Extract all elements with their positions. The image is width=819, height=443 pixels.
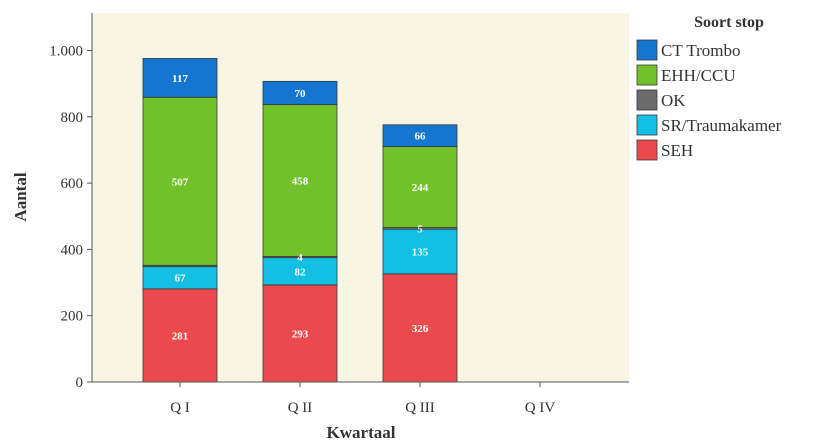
legend-item-label: CT Trombo (661, 41, 741, 60)
y-tick-label: 600 (61, 176, 84, 192)
y-axis-title: Aantal (11, 172, 30, 221)
y-axis-ticks: 0 200 400 600 800 1.000 (49, 44, 92, 391)
y-tick-label: 0 (76, 375, 84, 391)
bar-value-label: 244 (412, 182, 429, 194)
bar-value-label: 5 (417, 223, 423, 235)
legend-swatch (636, 114, 658, 136)
bar-segment (142, 288, 218, 383)
legend-swatch (636, 139, 658, 161)
legend-title: Soort stop (694, 14, 764, 31)
x-tick-label: Q IV (525, 400, 556, 416)
bar-value-label: 135 (412, 247, 429, 259)
bar-segment (382, 228, 458, 275)
data-labels-layer: 281 67 507 117 293 82 4 458 70 326 135 5 244 66 (172, 73, 429, 343)
x-axis-title: Kwartaal (327, 423, 396, 442)
legend-item-label: EHH/CCU (661, 66, 736, 85)
bar-segment (382, 273, 458, 383)
bar-value-label: 326 (412, 323, 429, 335)
bar-value-label: 70 (295, 88, 307, 100)
legend-swatch (636, 89, 658, 111)
x-tick-label: Q III (405, 400, 435, 416)
bar-value-label: 458 (292, 175, 309, 187)
bars-layer (142, 58, 458, 383)
x-axis-ticks: Q I Q II Q III Q IV (170, 382, 555, 416)
bar-value-label: 507 (172, 176, 189, 188)
x-tick-label: Q II (288, 400, 313, 416)
bar-value-label: 82 (295, 266, 307, 278)
bar-value-label: 4 (297, 252, 303, 264)
y-tick-label: 800 (61, 110, 84, 126)
bar-segment (262, 104, 338, 257)
legend-item-label: OK (661, 91, 686, 110)
bar-segment (382, 124, 458, 148)
legend-swatch (636, 64, 658, 86)
y-tick-label: 400 (61, 242, 84, 258)
bar-value-label: 67 (175, 273, 187, 285)
bar-value-label: 66 (415, 131, 427, 143)
y-tick-label: 1.000 (49, 44, 83, 60)
legend-swatch (636, 39, 658, 61)
bar-value-label: 293 (292, 328, 309, 340)
bar-segment (142, 96, 218, 266)
bar-value-label: 281 (172, 330, 189, 342)
x-tick-label: Q I (170, 400, 190, 416)
bar-value-label: 117 (172, 73, 188, 85)
legend-item-label: SEH (661, 141, 693, 160)
bar-segment (382, 146, 458, 228)
bar-segment (142, 58, 218, 98)
legend: Soort stop CT Trombo EHH/CCU OK SR/Traumaka… (636, 14, 782, 161)
legend-item-label: SR/Traumakamer (661, 116, 782, 135)
bar-segment (262, 80, 338, 105)
y-tick-label: 200 (61, 309, 84, 325)
